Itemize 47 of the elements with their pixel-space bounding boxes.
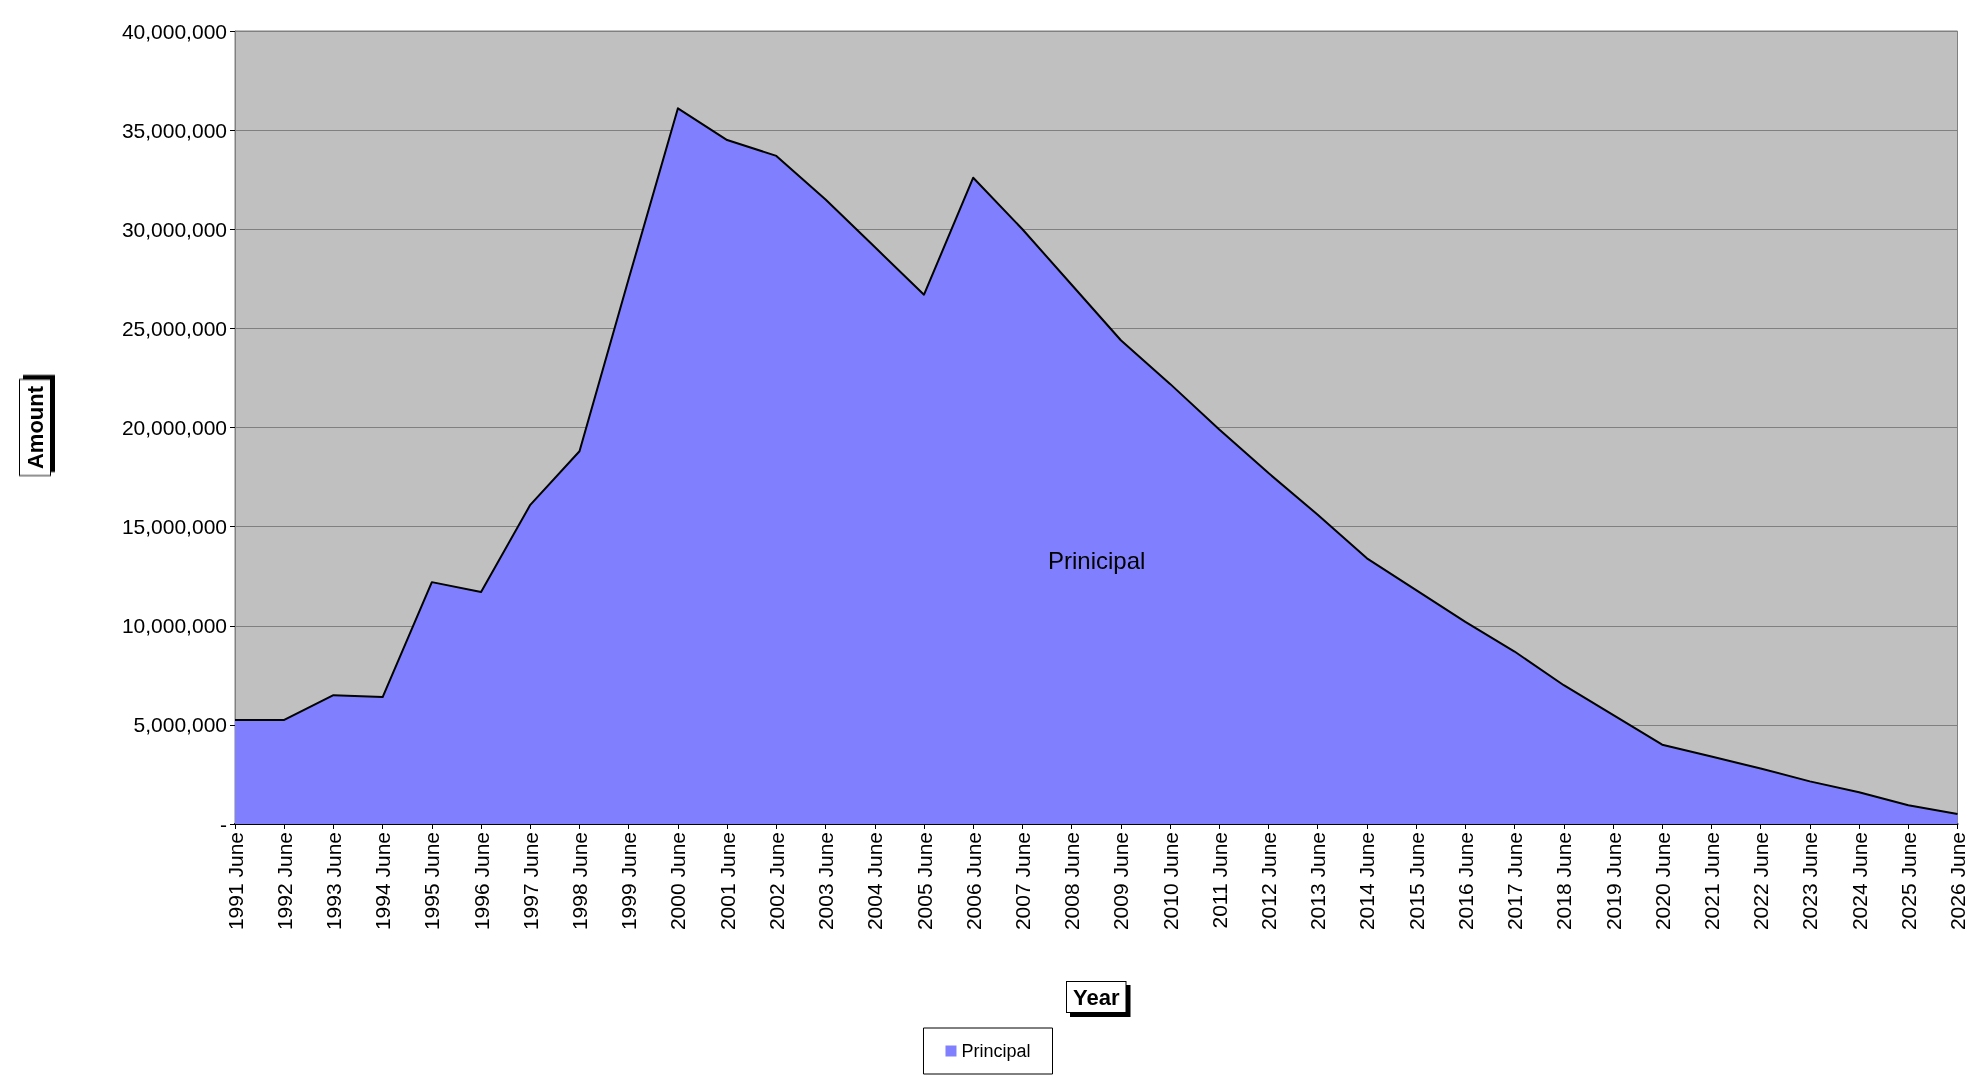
- legend-label: Principal: [961, 1041, 1031, 1061]
- x-tick-label: 1995 June: [420, 832, 444, 931]
- x-tick-label: 2008 June: [1060, 832, 1084, 931]
- x-tick-label: 2012 June: [1257, 832, 1280, 931]
- x-tick-label: 1993 June: [321, 832, 345, 931]
- x-tick-label: 2021 June: [1699, 832, 1723, 931]
- x-tick-label: 1997 June: [518, 832, 542, 931]
- y-tick-label: 30,000,000: [121, 217, 227, 241]
- x-tick-label: 2004 June: [863, 832, 887, 931]
- y-tick-label: 25,000,000: [121, 316, 227, 340]
- annotation: Prinicipal: [1048, 546, 1146, 574]
- y-tick-label: 5,000,000: [133, 713, 227, 737]
- y-tick-label: 10,000,000: [121, 614, 227, 638]
- x-tick-label: 2005 June: [912, 832, 936, 931]
- x-tick-label: 2006 June: [961, 832, 985, 931]
- y-tick-label: 35,000,000: [121, 118, 227, 142]
- x-tick-label: 2001 June: [715, 832, 739, 931]
- y-axis-title: Amount: [22, 385, 48, 470]
- x-tick-label: 2009 June: [1109, 832, 1133, 931]
- x-tick-label: 2025 June: [1896, 832, 1920, 931]
- x-axis-title: Year: [1073, 984, 1120, 1010]
- x-tick-label: 2017 June: [1503, 832, 1527, 931]
- x-tick-label: 2002 June: [764, 832, 788, 931]
- x-tick-label: 2003 June: [814, 832, 838, 931]
- x-tick-label: 1998 June: [568, 832, 591, 931]
- x-tick-label: 2011 June: [1207, 832, 1231, 929]
- x-tick-label: 1992 June: [272, 832, 296, 931]
- x-tick-label: 2010 June: [1158, 832, 1182, 931]
- x-tick-label: 2014 June: [1355, 832, 1379, 931]
- x-tick-label: 2013 June: [1306, 832, 1330, 931]
- y-tick-label: 20,000,000: [121, 416, 227, 439]
- x-tick-label: 2019 June: [1601, 832, 1625, 931]
- x-tick-label: 2016 June: [1453, 832, 1477, 931]
- x-tick-label: 2015 June: [1404, 832, 1428, 931]
- x-tick-label: 1996 June: [469, 832, 493, 931]
- y-tick-label: 15,000,000: [121, 515, 227, 539]
- x-tick-label: 2020 June: [1650, 832, 1674, 931]
- x-tick-label: 1994 June: [371, 832, 395, 931]
- x-tick-label: 2023 June: [1798, 832, 1822, 931]
- x-tick-label: 2000 June: [666, 832, 690, 931]
- y-tick-label: 40,000,000: [121, 19, 227, 43]
- x-tick-label: 2026 June: [1946, 832, 1969, 931]
- x-tick-label: 2022 June: [1749, 832, 1773, 931]
- x-tick-label: 1999 June: [617, 832, 641, 931]
- x-tick-label: 2024 June: [1847, 832, 1871, 931]
- x-tick-label: 2018 June: [1552, 832, 1576, 931]
- x-tick-label: 2007 June: [1010, 832, 1034, 931]
